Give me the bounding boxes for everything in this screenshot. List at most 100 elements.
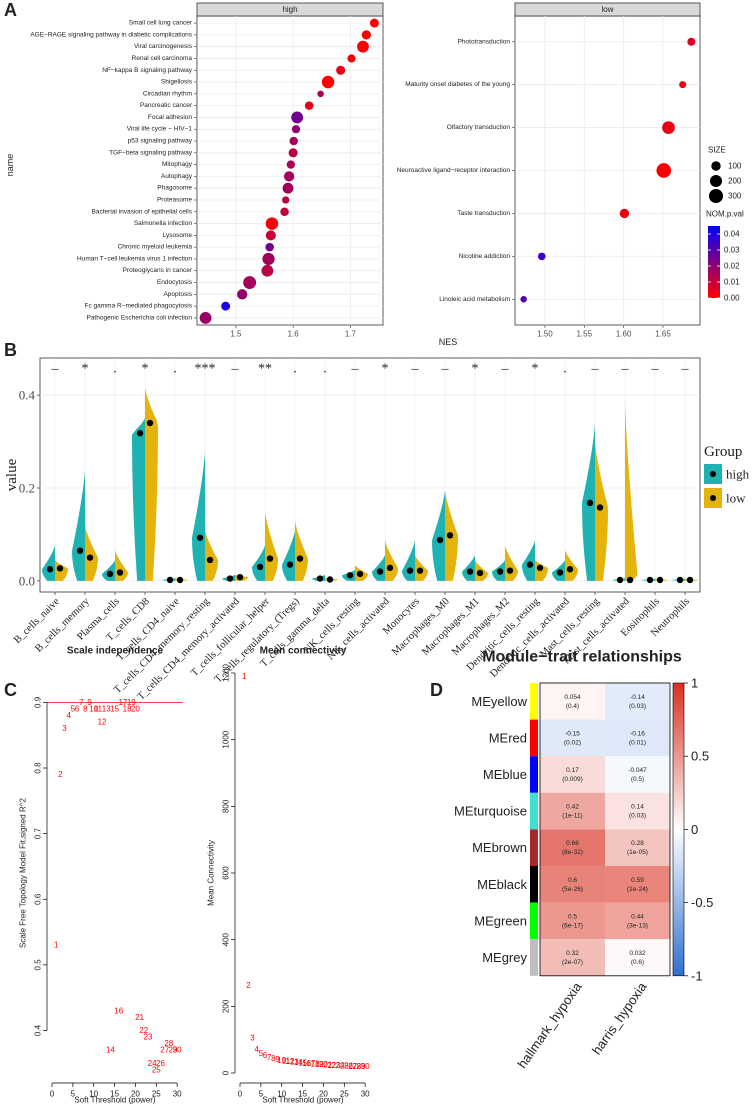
point-label: 18 (311, 1060, 320, 1069)
y-tick-label: Proteoglycans in cancer (123, 267, 193, 274)
heatmap-cell (605, 866, 670, 903)
heatmap-cell (605, 829, 670, 866)
dot (679, 81, 687, 89)
cell-value: -0.15 (565, 730, 580, 737)
y-tick-label: 0.2 (19, 481, 35, 496)
dot (289, 136, 298, 146)
point-label: 2 (58, 770, 63, 779)
cell-value: 0.054 (564, 694, 581, 701)
y-tick-label: Lysosome (163, 232, 193, 239)
dot (221, 301, 231, 311)
dot (317, 90, 324, 98)
y-tick-label: 600 (222, 866, 231, 880)
cell-p-label: (1e-11) (562, 813, 582, 820)
point-label: 26 (156, 1059, 165, 1068)
violin-half (132, 418, 145, 581)
colorbar-label: 0.5 (691, 749, 709, 764)
point-label: 16 (302, 1059, 311, 1068)
x-tick-label: 20 (131, 1090, 140, 1099)
point-label: 1 (54, 941, 59, 950)
median-point (536, 564, 544, 572)
significance-label: – (351, 362, 360, 377)
x-tick-label: 1.65 (655, 330, 671, 339)
point-label: 11 (282, 1057, 291, 1066)
violin-half (372, 554, 385, 581)
y-tick-label: Pathogenic Escherichia coli infection (86, 314, 192, 321)
cell-value: 0.17 (566, 767, 579, 774)
significance-label: . (113, 362, 117, 377)
cell-value: -0.16 (630, 730, 645, 737)
significance-label: . (173, 362, 177, 377)
point-label: 5 (259, 1049, 264, 1058)
y-tick-label: Linoleic acid metabolism (439, 296, 510, 303)
plot-title: Scale independence (67, 646, 164, 657)
cell-p-label: (1e-24) (627, 886, 648, 893)
y-tick-label: Phagosome (157, 185, 192, 192)
point-label: 29 (357, 1062, 366, 1071)
y-tick-label: Chronic myeloid leukemia (118, 244, 193, 251)
dot (656, 163, 672, 178)
median-point (466, 568, 474, 575)
point-label: 24 (336, 1061, 345, 1070)
dot (369, 18, 379, 28)
cell-value: 0.6 (568, 877, 577, 884)
median-point (566, 566, 574, 573)
point-label: 12 (98, 718, 107, 727)
heatmap-cell (605, 792, 670, 830)
point-label: 24 (148, 1059, 157, 1068)
point-label: 8 (271, 1054, 276, 1063)
violin-half (625, 399, 638, 581)
dot (361, 30, 372, 40)
point-label: 21 (323, 1061, 332, 1070)
point-label: 29 (169, 1046, 178, 1055)
column-label: harris_hypoxia (589, 979, 650, 1057)
y-tick-label: Salmonella infection (134, 220, 193, 227)
median-point (356, 570, 364, 578)
y-tick-label: Focal adhesion (148, 114, 192, 121)
color-legend-title: NOM.p.val (706, 210, 744, 219)
colorbar-label: 0.04 (724, 230, 740, 239)
cell-p-label: (5e-26) (562, 886, 583, 893)
cell-p-label: (0.01) (629, 739, 646, 746)
dot (619, 208, 630, 219)
dot (538, 252, 546, 261)
median-point (346, 572, 354, 579)
significance-label: – (681, 362, 690, 377)
dot (199, 312, 212, 324)
median-point (226, 575, 234, 582)
point-label: 9 (275, 1055, 280, 1064)
legend-label: low (726, 491, 746, 506)
y-tick-label: Phototransduction (458, 38, 511, 45)
y-tick-label: Fc gamma R−mediated phagocytosis (85, 303, 193, 310)
median-point (616, 576, 624, 584)
significance-label: * (382, 362, 389, 377)
significance-label: – (651, 362, 660, 377)
y-tick-label: Nicotine addiction (459, 253, 511, 260)
cell-value: 0.28 (631, 840, 644, 847)
point-label: 25 (152, 1065, 161, 1074)
dot (265, 230, 276, 241)
size-legend-key (711, 161, 721, 171)
y-tick-label: Autophagy (161, 173, 193, 180)
violin-half (282, 529, 295, 581)
y-tick-label: Proteasome (157, 196, 192, 203)
cell-p-label: (0.02) (564, 739, 581, 746)
row-label: MEgreen (474, 913, 527, 928)
violin-half (295, 520, 308, 581)
point-label: 18 (123, 704, 132, 713)
size-legend-title: SIZE (708, 146, 726, 155)
violin-half (595, 441, 608, 581)
colorbar-label: 0.00 (724, 294, 740, 303)
cell-p-label: (0.5) (631, 776, 644, 783)
dot (261, 264, 274, 277)
median-point (386, 564, 394, 572)
significance-label: – (441, 362, 450, 377)
cell-value: 0.14 (631, 804, 644, 811)
point-label: 13 (102, 704, 111, 713)
dot (291, 111, 304, 124)
median-point (176, 576, 184, 584)
module-color (530, 683, 538, 720)
point-label: 4 (254, 1045, 259, 1054)
y-tick-label: Shigellosis (161, 79, 193, 86)
median-point (626, 576, 634, 584)
